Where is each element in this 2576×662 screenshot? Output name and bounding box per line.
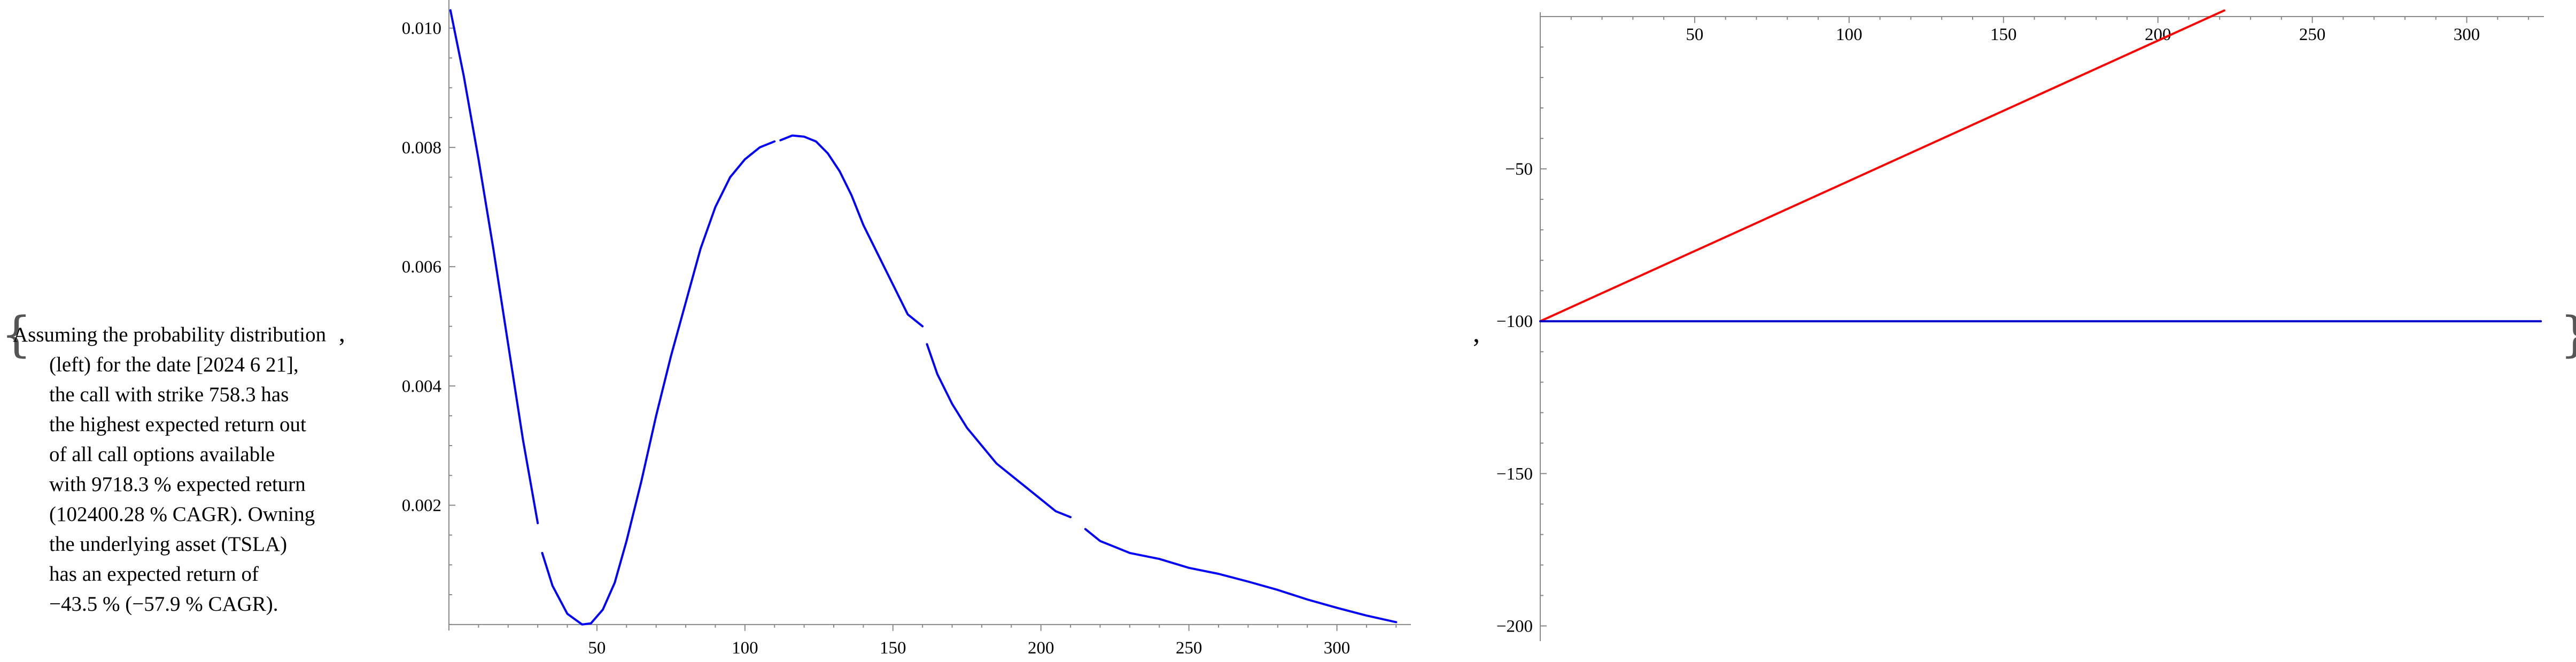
y-tick-label: 0.008 — [402, 138, 441, 158]
x-tick-label: 250 — [2299, 25, 2326, 44]
x-tick-label: 150 — [1990, 25, 2017, 44]
close-brace: } — [2560, 311, 2576, 359]
description-text: Assuming the probability distribution , … — [13, 318, 382, 619]
series-line — [779, 134, 924, 328]
y-tick-label: 0.002 — [402, 496, 441, 516]
series-line — [1084, 528, 1398, 624]
description-line: (left) for the date [2024 6 21], — [49, 353, 299, 376]
series-line — [541, 140, 776, 626]
description-line: of all call options available — [49, 443, 275, 466]
y-tick-label: −200 — [1496, 617, 1533, 636]
series-line — [1539, 9, 2225, 323]
y-tick-label: −50 — [1505, 160, 1533, 179]
x-tick-label: 300 — [1324, 638, 1351, 658]
description-line: (102400.28 % CAGR). Owning — [49, 503, 315, 526]
description-line: with 9718.3 % expected return — [49, 473, 306, 496]
series-line — [449, 9, 539, 525]
open-brace: { — [1, 307, 32, 363]
x-tick-label: 100 — [732, 638, 758, 658]
description-line: the call with strike 758.3 has — [49, 383, 289, 406]
description-line: −43.5 % (−57.9 % CAGR). — [49, 593, 278, 616]
x-tick-label: 150 — [880, 638, 906, 658]
description-line: has an expected return of — [49, 563, 259, 586]
y-tick-label: −100 — [1496, 312, 1533, 331]
y-tick-label: −150 — [1496, 464, 1533, 484]
x-tick-label: 200 — [1028, 638, 1054, 658]
description-line: Assuming the probability distribution , — [13, 319, 345, 347]
description-trailing-comma: , — [338, 319, 345, 347]
x-tick-label: 50 — [588, 638, 606, 658]
x-tick-label: 250 — [1176, 638, 1202, 658]
y-tick-label: 0.006 — [402, 258, 441, 277]
x-tick-label: 100 — [1836, 25, 1863, 44]
x-tick-label: 50 — [1686, 25, 1703, 44]
y-tick-label: 0.010 — [402, 19, 441, 38]
x-tick-label: 300 — [2454, 25, 2480, 44]
series-line — [926, 343, 1072, 518]
description-line: the underlying asset (TSLA) — [49, 533, 288, 556]
separator-comma: , — [1473, 318, 1480, 348]
y-tick-label: 0.004 — [402, 377, 441, 396]
description-line: the highest expected return out — [49, 413, 306, 436]
